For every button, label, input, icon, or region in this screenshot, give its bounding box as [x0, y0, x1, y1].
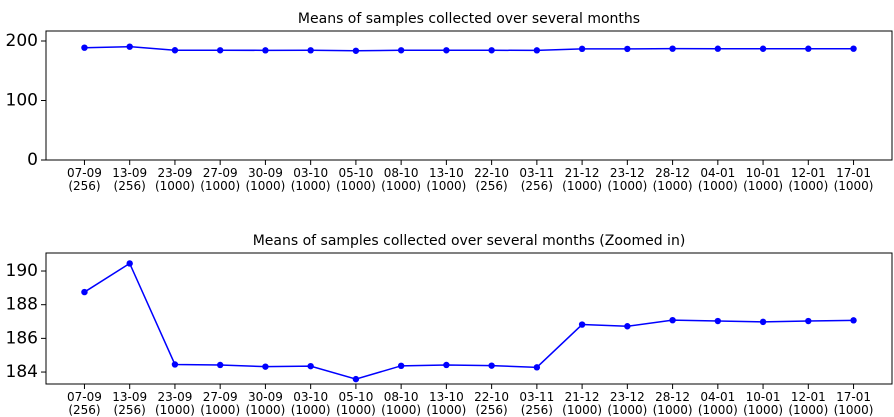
point: [352, 47, 360, 54]
x-tick-label: 05-10 (1000): [336, 166, 376, 193]
point: [714, 317, 722, 325]
point: [126, 260, 133, 267]
point: [171, 361, 179, 368]
x-tick-label: 10-01 (1000): [743, 390, 783, 417]
point: [669, 316, 676, 324]
point: [533, 47, 541, 54]
line: [84, 262, 854, 380]
x-tick-label: 10-01 (1000): [743, 166, 783, 193]
x-tick-label: 27-09 (1000): [200, 166, 240, 193]
point: [624, 323, 631, 330]
point: [443, 361, 450, 369]
x-tick-label: 04-01 (1000): [698, 166, 738, 193]
point: [397, 47, 405, 54]
axes-frame: [45, 252, 893, 385]
x-tick-label: 12-01 (1000): [788, 390, 828, 417]
x-tick-label: 17-01 (1000): [834, 166, 874, 193]
x-tick-label: 23-09 (1000): [155, 390, 195, 417]
point: [262, 363, 269, 370]
y-tick-label: 100: [6, 90, 38, 110]
point: [397, 362, 405, 370]
x-tick-label: 23-12 (1000): [607, 166, 647, 193]
point: [533, 364, 541, 371]
x-tick-label: 04-01 (1000): [698, 390, 738, 417]
x-tick-label: 21-12 (1000): [562, 166, 602, 193]
point: [81, 44, 88, 51]
point: [352, 375, 360, 383]
point: [488, 47, 495, 54]
point: [443, 47, 450, 54]
line: [84, 45, 854, 52]
point: [488, 362, 495, 369]
x-tick-label: 08-10 (1000): [381, 166, 421, 193]
point: [578, 321, 586, 328]
chart-title: Means of samples collected over several …: [298, 11, 640, 27]
x-tick-label: 05-10 (1000): [336, 390, 376, 417]
x-tick-label: 21-12 (1000): [562, 390, 602, 417]
point: [578, 45, 586, 53]
x-tick-label: 27-09 (1000): [200, 390, 240, 417]
point: [81, 288, 88, 296]
y-tick-label: 190: [6, 261, 38, 281]
y-tick-label: 186: [6, 328, 38, 348]
point: [171, 47, 179, 54]
x-tick-label: 13-09 (256): [112, 166, 147, 193]
x-tick-label: 23-09 (1000): [155, 166, 195, 193]
x-tick-label: 30-09 (1000): [245, 166, 285, 193]
y-tick-label: 200: [6, 31, 38, 51]
x-tick-label: 03-11 (256): [519, 166, 554, 193]
point: [759, 45, 767, 52]
x-tick-label: 28-12 (1000): [653, 390, 693, 417]
point: [669, 45, 676, 52]
x-tick-label: 13-09 (256): [112, 390, 147, 417]
point: [262, 47, 269, 54]
x-tick-label: 07-09 (256): [67, 166, 102, 193]
x-tick-label: 17-01 (1000): [834, 390, 874, 417]
x-tick-label: 08-10 (1000): [381, 390, 421, 417]
axes-frame: [45, 30, 893, 161]
point: [759, 318, 767, 326]
x-tick-label: 03-11 (256): [519, 390, 554, 417]
x-tick-label: 23-12 (1000): [607, 390, 647, 417]
point: [850, 45, 857, 52]
point: [307, 47, 314, 54]
point: [850, 317, 857, 324]
x-tick-label: 13-10 (1000): [426, 166, 466, 193]
x-tick-label: 03-10 (1000): [291, 390, 331, 417]
x-tick-label: 13-10 (1000): [426, 390, 466, 417]
x-tick-label: 28-12 (1000): [653, 166, 693, 193]
point: [216, 47, 224, 54]
x-tick-label: 22-10 (256): [474, 390, 509, 417]
point: [805, 317, 812, 325]
y-tick-label: 188: [6, 295, 38, 315]
point: [714, 45, 722, 52]
x-tick-label: 22-10 (256): [474, 166, 509, 193]
chart-title: Means of samples collected over several …: [253, 233, 686, 249]
point: [805, 45, 812, 52]
point: [126, 43, 133, 50]
point: [307, 362, 314, 370]
y-tick-label: 184: [6, 362, 38, 382]
point: [216, 361, 224, 369]
x-tick-label: 12-01 (1000): [788, 166, 828, 193]
x-tick-label: 07-09 (256): [67, 390, 102, 417]
x-tick-label: 03-10 (1000): [291, 166, 331, 193]
y-tick-label: 0: [27, 150, 38, 170]
point: [624, 45, 631, 53]
x-tick-label: 30-09 (1000): [245, 390, 285, 417]
